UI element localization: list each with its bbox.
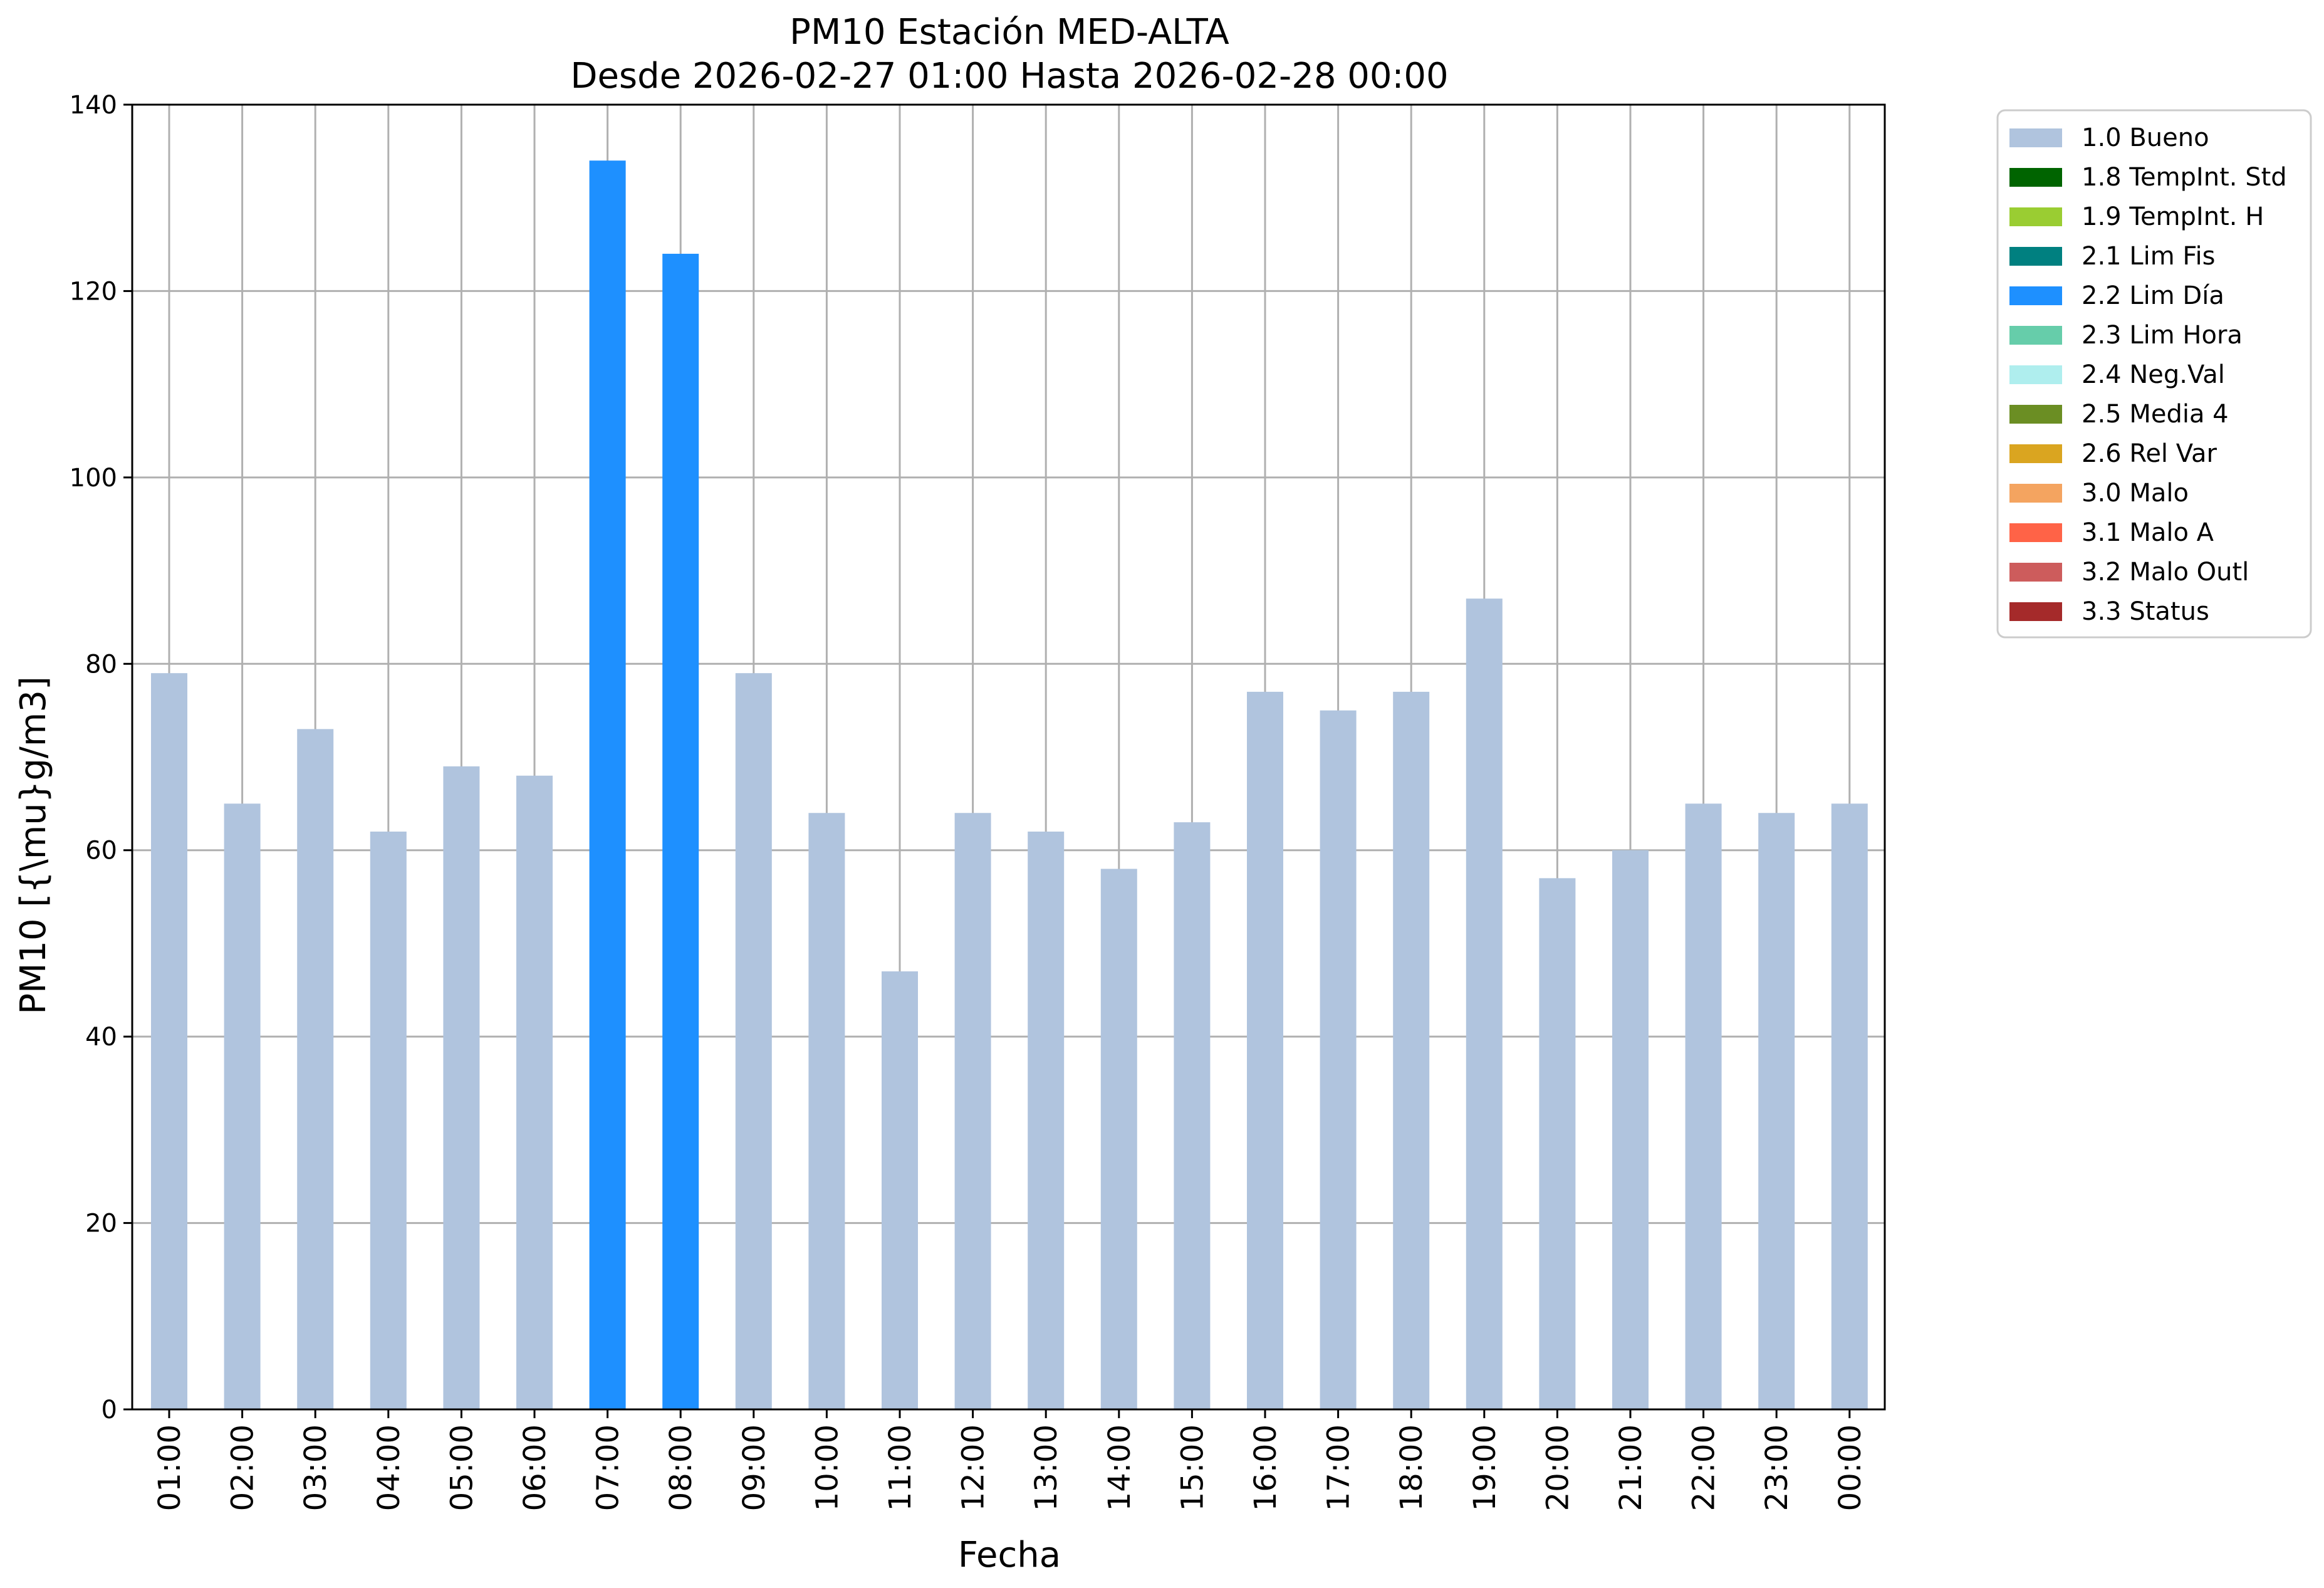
- y-tick-label: 20: [85, 1209, 117, 1238]
- x-tick-label: 06:00: [518, 1424, 553, 1511]
- x-tick-label: 14:00: [1102, 1424, 1137, 1511]
- legend-swatch: [2009, 207, 2062, 226]
- bar-0700: [589, 160, 626, 1410]
- plot-frame: [131, 103, 1886, 1411]
- x-tick-label: 08:00: [664, 1424, 699, 1511]
- legend-swatch: [2009, 523, 2062, 542]
- y-tick-label: 0: [102, 1396, 117, 1424]
- y-tick-label: 140: [70, 91, 117, 120]
- legend-label: 3.2 Malo Outl: [2082, 558, 2249, 587]
- legend-swatch: [2009, 444, 2062, 463]
- x-tick-label: 12:00: [956, 1424, 991, 1511]
- bar-1800: [1393, 691, 1430, 1409]
- bar-0200: [224, 803, 261, 1409]
- bar-2300: [1758, 813, 1795, 1409]
- legend: 1.0 Bueno 1.8 TempInt. Std 1.9 TempInt. H 2…: [1996, 109, 2312, 639]
- x-tick-label: 13:00: [1029, 1424, 1064, 1511]
- legend-swatch: [2009, 326, 2062, 345]
- y-tick-label: 80: [85, 650, 117, 679]
- legend-swatch: [2009, 128, 2062, 147]
- bar-1200: [954, 813, 991, 1409]
- legend-label: 1.9 TempInt. H: [2082, 202, 2264, 231]
- legend-swatch: [2009, 563, 2062, 582]
- bar-1100: [882, 971, 918, 1409]
- x-tick-label: 16:00: [1248, 1424, 1283, 1511]
- legend-swatch: [2009, 484, 2062, 503]
- bars: [151, 160, 1868, 1410]
- legend-label: 2.4 Neg.Val: [2082, 360, 2225, 389]
- legend-label: 2.1 Lim Fis: [2082, 242, 2215, 271]
- bar-2200: [1685, 803, 1722, 1409]
- legend-label: 2.5 Media 4: [2082, 400, 2229, 429]
- bar-0300: [297, 729, 334, 1409]
- x-tick-label: 01:00: [152, 1424, 187, 1511]
- bar-1600: [1247, 691, 1283, 1409]
- x-tick-label: 02:00: [226, 1424, 261, 1511]
- legend-swatch: [2009, 286, 2062, 305]
- x-tick-label: 19:00: [1467, 1424, 1503, 1511]
- y-tick-labels: 0 20 40 60 80 100 120 140: [70, 91, 117, 1424]
- bar-1900: [1466, 598, 1503, 1409]
- y-tick-label: 60: [85, 837, 117, 865]
- x-tick-label: 00:00: [1833, 1424, 1868, 1511]
- legend-label: 3.3 Status: [2082, 597, 2209, 626]
- y-tick-label: 40: [85, 1023, 117, 1052]
- bar-2000: [1539, 878, 1576, 1409]
- bar-0100: [151, 673, 187, 1409]
- x-tick-label: 21:00: [1613, 1424, 1649, 1511]
- x-tick-label: 09:00: [737, 1424, 772, 1511]
- chart-title: PM10 Estación MED-ALTA: [789, 12, 1229, 53]
- legend-label: 2.2 Lim Día: [2082, 281, 2224, 310]
- legend-swatch: [2009, 365, 2062, 384]
- bar-2100: [1612, 850, 1649, 1409]
- legend-label: 1.8 TempInt. Std: [2082, 163, 2287, 192]
- x-tick-label: 05:00: [444, 1424, 479, 1511]
- bar-0800: [662, 253, 699, 1409]
- bar-0500: [443, 766, 480, 1409]
- legend-label: 1.0 Bueno: [2082, 123, 2209, 152]
- x-tick-label: 03:00: [298, 1424, 333, 1511]
- y-tick-label: 120: [70, 277, 117, 306]
- legend-label: 3.0 Malo: [2082, 479, 2189, 508]
- legend-items: 1.0 Bueno 1.8 TempInt. Std 1.9 TempInt. H 2…: [2009, 123, 2287, 626]
- x-tick-label: 10:00: [810, 1424, 845, 1511]
- x-tick-label: 20:00: [1540, 1424, 1575, 1511]
- bar-1500: [1174, 822, 1211, 1409]
- x-axis-label: Fecha: [958, 1535, 1061, 1575]
- legend-swatch: [2009, 168, 2062, 187]
- legend-swatch: [2009, 405, 2062, 424]
- bar-0400: [370, 831, 407, 1409]
- legend-swatch: [2009, 602, 2062, 621]
- x-tick-label: 22:00: [1687, 1424, 1722, 1511]
- bar-1300: [1028, 831, 1065, 1409]
- bar-0900: [735, 673, 772, 1409]
- bar-0000: [1831, 803, 1868, 1409]
- y-tick-label: 100: [70, 464, 117, 493]
- legend-label: 2.3 Lim Hora: [2082, 321, 2243, 350]
- legend-label: 3.1 Malo A: [2082, 518, 2214, 547]
- chart-subtitle: Desde 2026-02-27 01:00 Hasta 2026-02-28 …: [570, 56, 1448, 97]
- x-tick-label: 07:00: [591, 1424, 626, 1511]
- x-tick-label: 04:00: [372, 1424, 407, 1511]
- axes: [123, 103, 1886, 1418]
- x-tick-label: 15:00: [1175, 1424, 1210, 1511]
- bar-0600: [516, 775, 553, 1409]
- x-tick-label: 17:00: [1321, 1424, 1357, 1511]
- bar-1400: [1100, 869, 1137, 1409]
- legend-label: 2.6 Rel Var: [2082, 439, 2217, 468]
- bar-1700: [1320, 710, 1357, 1409]
- legend-swatch: [2009, 247, 2062, 266]
- x-tick-labels: 01:00 02:00 03:00 04:00 05:00 06:00 07:00 08:00…: [152, 1424, 1868, 1511]
- y-axis-label: PM10 [{\mu}g/m3]: [13, 676, 54, 1015]
- x-tick-label: 18:00: [1394, 1424, 1429, 1511]
- bar-1000: [808, 813, 845, 1409]
- legend-frame: [1996, 109, 2312, 639]
- x-tick-label: 11:00: [883, 1424, 918, 1511]
- x-tick-label: 23:00: [1759, 1424, 1795, 1511]
